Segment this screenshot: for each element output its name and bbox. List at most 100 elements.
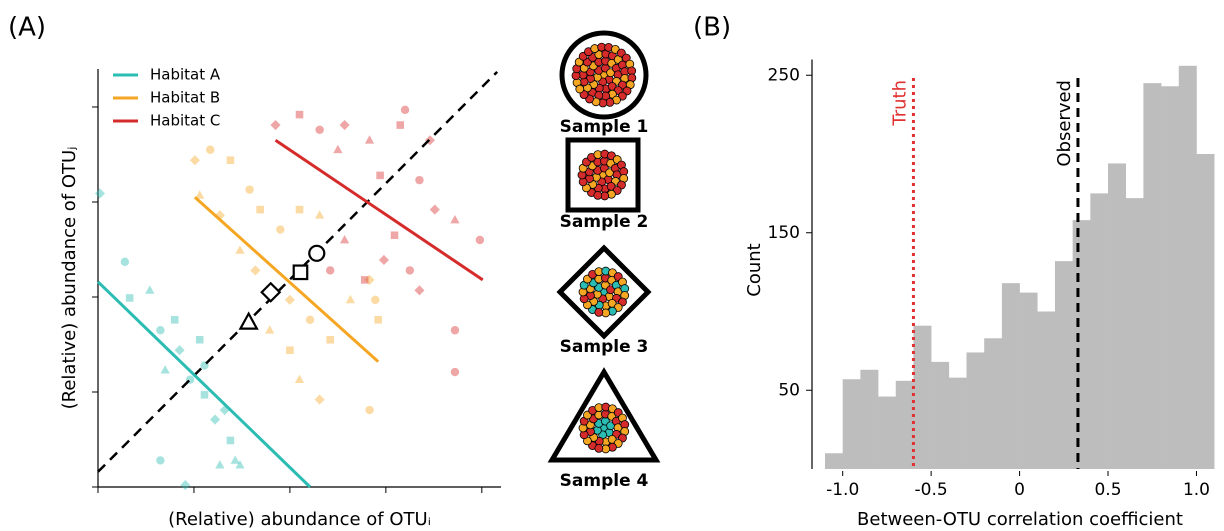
scatter-point — [326, 266, 335, 275]
scatter-point — [294, 374, 305, 384]
histogram-bar — [1037, 311, 1056, 469]
scatter-point — [364, 274, 375, 285]
icon-diamond — [556, 244, 652, 340]
scatter-point — [189, 155, 200, 166]
histogram-bar — [1001, 283, 1020, 469]
histogram-bar — [1161, 86, 1180, 470]
scatter-point — [415, 175, 424, 185]
fit-line — [96, 280, 312, 489]
scatter-point — [414, 285, 425, 296]
histogram-bar — [984, 338, 1003, 469]
scatter-point — [215, 460, 225, 469]
vline-label: Truth — [889, 80, 910, 127]
scatter-point — [315, 210, 325, 219]
histogram-bar — [1143, 83, 1162, 469]
scatter-point — [284, 294, 295, 305]
scatter-point — [314, 394, 325, 405]
scatter-point — [200, 391, 209, 399]
icon-dot — [594, 307, 604, 317]
scatter-point — [360, 276, 369, 284]
scatter-point — [371, 295, 380, 305]
histogram-bar — [825, 453, 843, 469]
x-tick-label: -1.0 — [826, 480, 859, 500]
scatter-point — [265, 325, 275, 334]
y-axis-label: Count — [744, 243, 765, 296]
scatter-point — [339, 120, 350, 131]
scatter-point — [450, 367, 460, 377]
scatter-point — [270, 120, 281, 131]
scatter-point — [170, 316, 179, 324]
histogram-bar — [1072, 220, 1091, 469]
sample-label: Sample 3 — [560, 337, 649, 357]
histogram-bar — [966, 352, 985, 469]
scatter-point — [286, 346, 294, 354]
scatter-point — [230, 455, 240, 464]
fit-line — [193, 196, 380, 363]
histogram-bar — [1196, 154, 1215, 469]
scatter-point — [195, 190, 205, 199]
scatter-point — [156, 326, 165, 335]
scatter-point — [145, 285, 155, 294]
y-axis-label: (Relative) abundance of OTUⱼ — [59, 147, 80, 410]
scatter-point — [475, 235, 485, 245]
scatter-point — [333, 144, 343, 154]
scatter-point — [210, 414, 221, 425]
scatter-point — [156, 456, 165, 465]
legend-label: Habitat B — [150, 89, 220, 107]
sample-label: Sample 4 — [560, 471, 649, 491]
vline-label: Observed — [1054, 80, 1075, 167]
scatter-point — [376, 171, 384, 180]
y-tick-label: 250 — [768, 65, 800, 85]
scatter-point — [305, 315, 315, 324]
icon-dot — [593, 190, 603, 200]
scatter-point — [174, 345, 185, 356]
icon-dot — [594, 443, 604, 453]
sample-icons — [547, 30, 661, 463]
panel-label: (B) — [693, 13, 731, 43]
sample-marker — [308, 244, 326, 262]
sample-label: Sample 2 — [560, 212, 649, 232]
fit-line — [274, 139, 484, 282]
scatter-point — [295, 110, 304, 119]
scatter-point — [276, 225, 285, 234]
scatter-point — [339, 234, 350, 244]
sample-marker — [238, 311, 259, 330]
scatter-point — [180, 480, 191, 491]
scatter-point — [245, 185, 254, 194]
scatter-point — [345, 294, 355, 304]
reference-line — [97, 70, 499, 473]
scatter-point — [250, 265, 261, 276]
scatter-point — [206, 145, 215, 154]
scatter-point — [390, 231, 399, 240]
scatter-point — [400, 105, 410, 115]
histogram-bar — [1125, 198, 1144, 469]
scatter-point — [315, 125, 324, 134]
y-tick-label: 150 — [768, 223, 800, 243]
scatter-point — [374, 316, 382, 324]
scatter-point — [365, 405, 374, 415]
sample-marker — [260, 281, 282, 303]
scatter-point — [326, 335, 334, 344]
histogram-bar — [860, 369, 879, 469]
x-tick-label: 1.0 — [1183, 480, 1210, 500]
icon-triangle — [547, 367, 661, 463]
scatter-point — [424, 135, 436, 146]
scatter-point — [364, 135, 375, 144]
scatter-point — [378, 254, 389, 265]
histogram-bar — [948, 377, 967, 469]
scatter-point — [195, 335, 204, 344]
scatter-point — [405, 266, 415, 275]
scatter-point — [226, 156, 235, 164]
legend-label: Habitat A — [150, 66, 221, 84]
scatter-point — [226, 436, 235, 445]
scatter-point — [396, 121, 405, 129]
scatter-point — [450, 215, 460, 224]
x-axis-label: Between-OTU correlation coefficient — [857, 509, 1183, 530]
scatter-point — [450, 326, 460, 335]
histogram-bar — [1054, 261, 1073, 469]
icon-circle — [559, 30, 649, 120]
x-tick-label: 0.5 — [1094, 480, 1121, 500]
y-tick-label: 50 — [778, 380, 800, 400]
x-axis-label: (Relative) abundance of OTUᵢ — [168, 509, 431, 530]
